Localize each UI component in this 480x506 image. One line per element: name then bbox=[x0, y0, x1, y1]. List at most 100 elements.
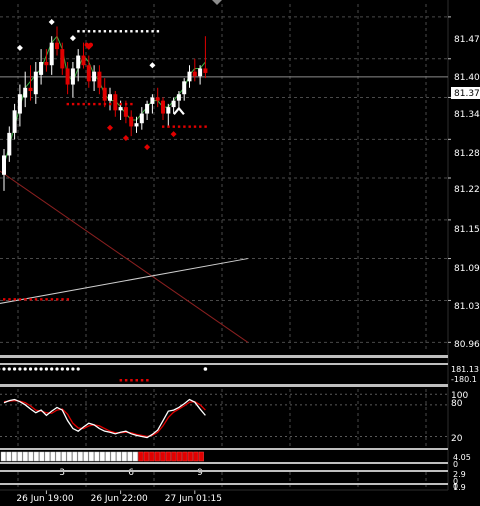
support-dot bbox=[188, 125, 191, 128]
support-dot bbox=[119, 102, 122, 106]
candle-bull bbox=[23, 87, 28, 98]
support-dot bbox=[204, 125, 207, 128]
signal-arrow-up bbox=[173, 106, 185, 116]
sub5-zero-label: 0 bbox=[453, 477, 458, 486]
trendline-white bbox=[0, 258, 248, 304]
stoch-level-label: 80 bbox=[451, 399, 463, 409]
chart-shift-marker bbox=[212, 0, 222, 5]
resistance-dot bbox=[130, 30, 133, 33]
histogram-cell-red bbox=[198, 451, 204, 462]
histogram-cell-white bbox=[0, 451, 6, 462]
histogram-cell-red bbox=[176, 451, 182, 462]
sub1-dot bbox=[18, 367, 22, 371]
candle-bull bbox=[49, 42, 54, 66]
level-dot-left bbox=[61, 298, 64, 301]
histogram-cell-red bbox=[171, 451, 177, 462]
sub1-dot bbox=[23, 367, 27, 371]
sub1-dot bbox=[44, 367, 49, 371]
level-dot-left bbox=[24, 298, 27, 301]
resistance-dot bbox=[93, 30, 96, 33]
support-dot bbox=[93, 102, 96, 106]
level-dot-left bbox=[66, 298, 69, 301]
support-dot bbox=[82, 102, 85, 106]
candle-bear bbox=[155, 97, 160, 101]
sub1-dot bbox=[13, 367, 17, 371]
resistance-dot bbox=[87, 30, 91, 33]
sub1-dot bbox=[39, 367, 43, 371]
signal-heart-red bbox=[84, 42, 94, 50]
histogram-cell-white bbox=[6, 451, 12, 462]
resistance-dot bbox=[109, 30, 112, 33]
price-tick-label: 81.155 bbox=[454, 225, 480, 235]
histogram-cell-white bbox=[33, 451, 39, 462]
histogram-zero-label: 0 bbox=[453, 460, 458, 469]
histogram-cell-white bbox=[72, 451, 78, 462]
sub1-dot bbox=[76, 367, 80, 371]
histogram-cell-white bbox=[28, 451, 34, 462]
sub1-dot bbox=[28, 367, 33, 371]
histogram-cell-white bbox=[22, 451, 28, 462]
candle-bull bbox=[76, 55, 81, 69]
histogram-cell-white bbox=[83, 451, 89, 462]
histogram-cell-white bbox=[105, 451, 111, 462]
sub2-dot bbox=[146, 379, 149, 382]
sub1-dot bbox=[71, 367, 75, 371]
histogram-cell-white bbox=[61, 451, 67, 462]
signal-diamond-white bbox=[149, 62, 156, 69]
candle-bull bbox=[139, 113, 144, 124]
current-price-box bbox=[451, 87, 480, 99]
time-tick-label: 26 Jun 19:00 bbox=[16, 494, 73, 504]
histogram-cell-white bbox=[121, 451, 127, 462]
candle-bear bbox=[102, 87, 107, 101]
support-dot bbox=[172, 125, 175, 128]
histogram-cell-red bbox=[160, 451, 166, 462]
histogram-cell-white bbox=[44, 451, 50, 462]
candle-bull bbox=[108, 94, 112, 101]
histogram-cell-white bbox=[127, 451, 133, 462]
candle-bull bbox=[187, 71, 192, 82]
histogram-cell-white bbox=[99, 451, 105, 462]
current-price-label: 81.377 bbox=[454, 89, 480, 99]
histogram-cell-red bbox=[149, 451, 155, 462]
support-dot bbox=[193, 125, 197, 128]
histogram-cell-red bbox=[138, 451, 144, 462]
histogram-cell-white bbox=[77, 451, 83, 462]
histogram-cell-white bbox=[66, 451, 72, 462]
window-separator bbox=[0, 462, 448, 464]
sub1-dot bbox=[55, 367, 59, 371]
trendline-red bbox=[0, 170, 249, 343]
signal-diamond-red bbox=[170, 131, 177, 138]
candle-bull bbox=[7, 132, 12, 156]
window-separator bbox=[0, 470, 448, 472]
candle-bull bbox=[39, 62, 44, 75]
histogram-cell-red bbox=[143, 451, 149, 462]
candle-bear bbox=[97, 71, 102, 88]
signal-diamond-red bbox=[122, 135, 129, 142]
sub2-bottom-label: -180.1 bbox=[451, 375, 477, 384]
support-dot bbox=[114, 102, 117, 106]
price-tick-label: 81.220 bbox=[454, 185, 480, 195]
resistance-dot bbox=[135, 30, 138, 33]
level-dot-left bbox=[29, 298, 32, 301]
price-tick-label: 81.470 bbox=[454, 35, 480, 45]
support-dot bbox=[109, 102, 112, 106]
bar-count-label: 9 bbox=[197, 468, 203, 478]
resistance-dot bbox=[82, 30, 85, 33]
window-separator bbox=[0, 363, 448, 365]
support-dot bbox=[162, 125, 165, 128]
candle-bull bbox=[33, 71, 38, 95]
support-dot bbox=[124, 102, 128, 106]
histogram-cell-red bbox=[165, 451, 171, 462]
signal-diamond-white bbox=[16, 44, 23, 51]
candle-bull bbox=[70, 68, 75, 85]
histogram-cell-red bbox=[193, 451, 199, 462]
level-dot-left bbox=[3, 298, 6, 301]
price-tick-label: 80.965 bbox=[454, 340, 480, 350]
level-dot-left bbox=[45, 298, 48, 301]
candle-bull bbox=[166, 107, 171, 114]
histogram-cell-white bbox=[17, 451, 23, 462]
histogram-cell-white bbox=[132, 451, 138, 462]
support-dot bbox=[98, 102, 101, 106]
candle-bull bbox=[198, 68, 203, 77]
